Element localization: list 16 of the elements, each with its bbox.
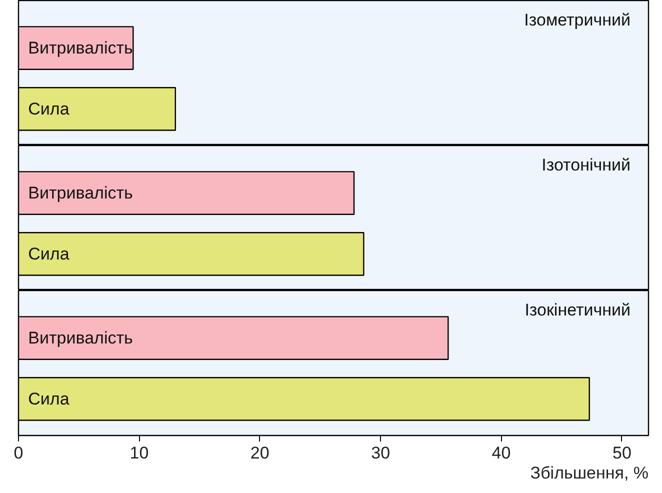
text: Ізотонічний [542,156,631,174]
text: Ізокінетичний [524,300,631,320]
x-tick-label: 20 [250,444,270,462]
category-label: Сила [28,244,70,264]
text: Ізометричний [524,10,631,30]
category-label: Сила [28,389,70,408]
x-tick-label: 40 [492,444,511,462]
category-label: Сила [28,99,70,118]
x-tick-label: 10 [130,444,149,462]
x-axis-title: Збільшення, % [530,464,649,482]
x-tick-label: 0 [14,444,24,462]
category-label: Витривалість [28,328,133,348]
category-label: Витривалість [28,184,133,203]
x-tick-label: 50 [612,444,632,462]
category-label: Витривалість [28,38,133,58]
x-tick-label: 30 [371,444,390,462]
